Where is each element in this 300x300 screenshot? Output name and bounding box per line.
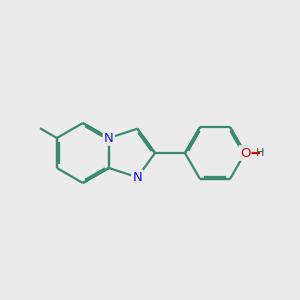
Text: H: H (256, 148, 264, 158)
Text: N: N (133, 171, 142, 184)
Text: N: N (104, 131, 114, 145)
Text: O: O (240, 146, 250, 160)
